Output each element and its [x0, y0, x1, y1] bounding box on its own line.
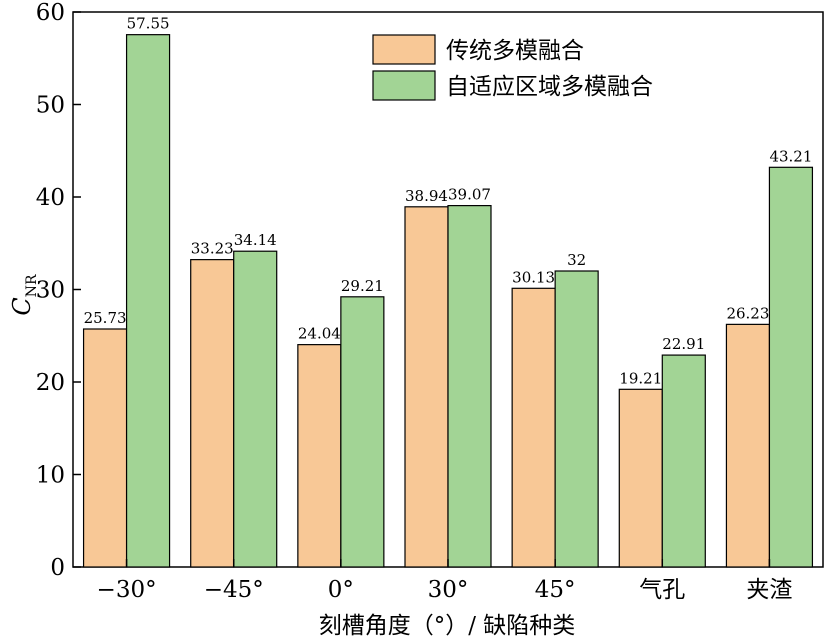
data-label: 33.23: [191, 240, 234, 258]
data-label: 39.07: [448, 186, 491, 204]
bar-traditional: [618, 388, 663, 568]
bar-adaptive: [554, 270, 599, 568]
legend-swatch-adaptive: [372, 70, 436, 101]
legend: 传统多模融合 自适应区域多模融合: [372, 34, 653, 101]
data-label: 22.91: [662, 335, 705, 353]
svg-text:CNR: CNR: [8, 274, 40, 316]
legend-swatch-traditional: [372, 34, 436, 65]
data-label: 38.94: [405, 187, 448, 205]
data-label: 43.21: [769, 147, 812, 165]
x-tick-label: −30°: [97, 577, 157, 603]
x-tick-label: −45°: [204, 577, 264, 603]
x-axis-title: 刻槽角度（°）/ 缺陷种类: [319, 613, 576, 639]
data-label: 30.13: [512, 268, 555, 286]
y-tick-label: 20: [36, 370, 65, 396]
data-label: 25.73: [84, 309, 127, 327]
y-axis-title-subscript: NR: [24, 274, 40, 297]
x-tick-label: 45°: [535, 577, 576, 603]
bar-adaptive: [661, 354, 706, 568]
bar-traditional: [404, 206, 449, 568]
y-tick-label: 30: [36, 278, 65, 304]
x-tick-label: 0°: [328, 577, 354, 603]
data-labels: 25.73 57.55 33.23 34.14 24.04 29.21 38.94 39.07…: [84, 15, 813, 388]
y-tick-label: 40: [36, 185, 65, 211]
y-axis: 0 10 20 30 40 50 60: [36, 0, 81, 581]
bar-adaptive: [340, 296, 385, 568]
x-tick-label: 夹渣: [746, 577, 792, 603]
y-axis-title-main: C: [8, 297, 36, 315]
bar-adaptive: [233, 250, 278, 568]
bar-traditional: [511, 287, 556, 568]
data-label: 19.21: [619, 369, 662, 387]
y-tick-label: 60: [36, 0, 65, 26]
bars: [82, 34, 814, 568]
data-label: 34.14: [234, 231, 277, 249]
x-tick-label: 气孔: [639, 577, 685, 603]
y-axis-title: CNR: [8, 274, 40, 316]
data-label: 24.04: [298, 325, 341, 343]
legend-label-traditional: 传统多模融合: [446, 38, 584, 64]
bar-adaptive: [125, 34, 171, 568]
y-tick-label: 0: [50, 555, 65, 581]
bar-adaptive: [768, 166, 814, 568]
bar-traditional: [725, 323, 771, 568]
bar-traditional: [190, 259, 235, 568]
y-tick-label: 10: [36, 463, 65, 489]
bar-traditional: [297, 344, 342, 568]
y-tick-label: 50: [36, 93, 65, 119]
data-label: 32: [567, 251, 586, 269]
bar-adaptive: [447, 205, 492, 568]
x-tick-label: 30°: [428, 577, 469, 603]
x-axis: −30° −45° 0° 30° 45° 气孔 夹渣: [97, 559, 792, 603]
data-label: 26.23: [726, 304, 769, 322]
legend-label-adaptive: 自适应区域多模融合: [446, 74, 653, 100]
data-label: 29.21: [341, 277, 384, 295]
data-label: 57.55: [127, 15, 170, 33]
bar-traditional: [82, 328, 128, 568]
